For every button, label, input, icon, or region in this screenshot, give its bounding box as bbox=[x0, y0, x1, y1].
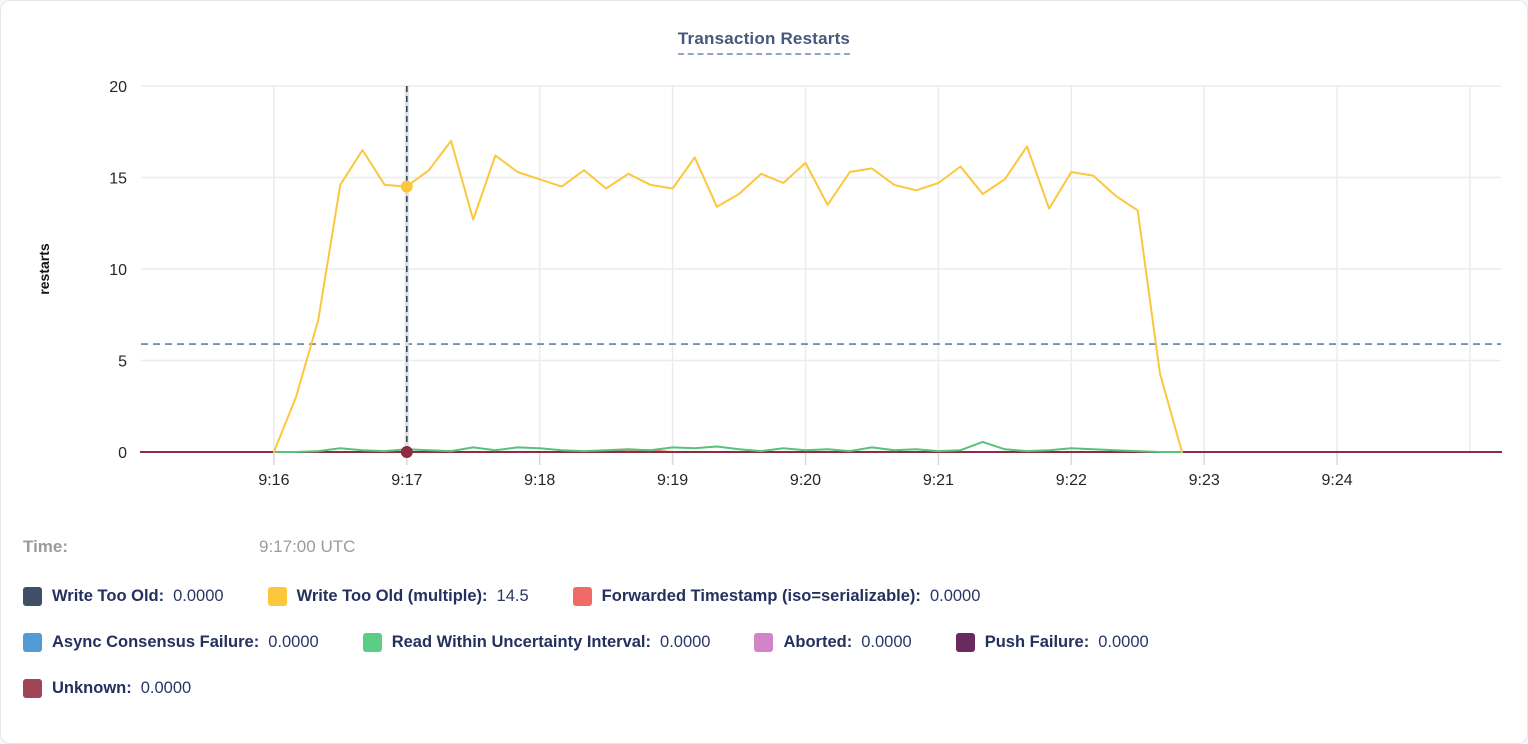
legend-swatch-read_within_uncertainty bbox=[362, 633, 382, 652]
legend-item-aborted: Aborted: 0.0000 bbox=[754, 633, 912, 652]
legend-swatch-aborted bbox=[754, 633, 774, 652]
legend-label: Push Failure: bbox=[984, 633, 1090, 651]
tooltip-time-value: 9:17:00 UTC bbox=[259, 537, 356, 556]
legend-value: 0.0000 bbox=[140, 679, 192, 697]
legend-value: 0.0000 bbox=[1098, 633, 1149, 651]
tooltip-time-label: Time: bbox=[23, 537, 69, 556]
legend-row: Async Consensus Failure: 0.0000 Read Withi… bbox=[23, 633, 1193, 652]
legend-item-unknown: Unknown: 0.0000 bbox=[23, 679, 191, 698]
legend-label: Unknown: bbox=[52, 679, 132, 697]
chart-plot-area[interactable]: 0 5 10 15 20 9:16 9:17 9:18 9:19 9:20 9:21 9:22 9:23… bbox=[1, 1, 1528, 513]
tooltip-time-row: Time: 9:17:00 UTC bbox=[23, 537, 623, 561]
chart-title-wrap: Transaction Restarts bbox=[1, 29, 1527, 55]
y-tick-label: 0 bbox=[118, 445, 127, 462]
legend-row: Unknown: 0.0000 bbox=[23, 679, 235, 698]
legend-label: Read Within Uncertainty Interval: bbox=[391, 633, 652, 651]
legend-swatch-forwarded_timestamp bbox=[572, 587, 592, 606]
x-tick-label: 9:22 bbox=[1056, 472, 1087, 489]
hover-point-write_too_old_multiple bbox=[400, 180, 413, 193]
legend-label: Forwarded Timestamp (iso=serializable): bbox=[601, 587, 921, 605]
legend-label: Write Too Old: bbox=[52, 587, 165, 605]
legend-value: 0.0000 bbox=[929, 587, 981, 605]
x-tick-label: 9:24 bbox=[1322, 472, 1353, 489]
legend-value: 0.0000 bbox=[268, 633, 319, 651]
legend-value: 0.0000 bbox=[660, 633, 711, 651]
legend-label: Aborted: bbox=[783, 633, 853, 651]
chart-title[interactable]: Transaction Restarts bbox=[677, 29, 851, 55]
y-tick-label: 10 bbox=[109, 262, 127, 279]
legend-row: Write Too Old: 0.0000 Write Too Old (multi… bbox=[23, 587, 1024, 606]
legend-swatch-write_too_old_multiple bbox=[267, 587, 287, 606]
x-tick-label: 9:17 bbox=[391, 472, 422, 489]
y-tick-label: 20 bbox=[109, 79, 127, 96]
legend-item-async_consensus_failure: Async Consensus Failure: 0.0000 bbox=[23, 633, 319, 652]
legend-value: 0.0000 bbox=[861, 633, 912, 651]
y-tick-label: 5 bbox=[118, 354, 127, 371]
x-tick-label: 9:19 bbox=[657, 472, 688, 489]
legend-item-forwarded_timestamp: Forwarded Timestamp (iso=serializable): 0… bbox=[572, 587, 981, 606]
legend-swatch-push_failure bbox=[955, 633, 975, 652]
legend-swatch-write_too_old bbox=[23, 587, 42, 606]
legend-item-write_too_old: Write Too Old: 0.0000 bbox=[23, 587, 224, 606]
legend-value: 14.5 bbox=[496, 587, 529, 605]
legend-item-read_within_uncertainty: Read Within Uncertainty Interval: 0.0000 bbox=[362, 633, 711, 652]
legend-label: Write Too Old (multiple): bbox=[296, 587, 488, 605]
x-tick-label: 9:18 bbox=[524, 472, 555, 489]
legend-label: Async Consensus Failure: bbox=[52, 633, 260, 651]
x-tick-label: 9:16 bbox=[258, 472, 289, 489]
y-tick-label: 15 bbox=[109, 171, 127, 188]
legend-swatch-unknown bbox=[23, 679, 42, 698]
legend-item-write_too_old_multiple: Write Too Old (multiple): 14.5 bbox=[267, 587, 529, 606]
x-tick-label: 9:20 bbox=[790, 472, 821, 489]
series-line-read_within_uncertainty bbox=[272, 440, 1183, 453]
series-line-write_too_old_multiple bbox=[272, 139, 1183, 453]
legend-swatch-async_consensus_failure bbox=[23, 633, 42, 652]
legend-item-push_failure: Push Failure: 0.0000 bbox=[955, 633, 1149, 652]
hover-point-unknown bbox=[400, 446, 413, 458]
y-axis-title: restarts bbox=[36, 243, 52, 295]
legend-value: 0.0000 bbox=[173, 587, 224, 605]
x-tick-label: 9:23 bbox=[1189, 472, 1220, 489]
x-tick-label: 9:21 bbox=[923, 472, 954, 489]
